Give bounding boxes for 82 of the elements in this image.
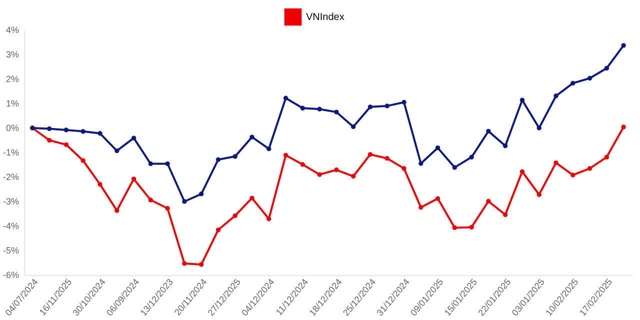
point [114, 148, 120, 154]
point [435, 196, 440, 201]
point [350, 124, 356, 130]
point [486, 128, 491, 134]
point [131, 176, 136, 182]
point [570, 172, 576, 178]
point [80, 158, 86, 163]
point [283, 96, 288, 100]
point [621, 43, 626, 48]
point [368, 104, 373, 110]
point [435, 146, 440, 150]
point [317, 106, 322, 112]
y-tick-label: 0% [6, 123, 19, 133]
point [384, 104, 390, 108]
point [469, 154, 474, 160]
point [554, 94, 558, 98]
legend-label: VNIndex [306, 12, 344, 23]
y-tick-label: -2% [2, 172, 19, 182]
point [536, 192, 542, 197]
point [402, 100, 406, 105]
point [502, 212, 508, 218]
point [452, 225, 458, 230]
point [198, 192, 204, 196]
point [520, 98, 525, 102]
point [232, 154, 238, 159]
point [283, 152, 288, 158]
point [384, 156, 390, 161]
point [250, 196, 254, 200]
point [46, 126, 52, 132]
point [198, 262, 204, 267]
point [350, 174, 356, 179]
point [64, 142, 69, 147]
point [536, 126, 542, 130]
point [216, 157, 221, 162]
point [232, 213, 238, 218]
point [469, 224, 474, 230]
y-tick-label: -5% [2, 246, 19, 256]
point [570, 80, 576, 86]
point [368, 152, 373, 157]
point [131, 136, 136, 140]
point [452, 165, 458, 170]
point [418, 161, 424, 166]
y-tick-label: 4% [6, 25, 19, 35]
point [502, 144, 508, 148]
point [587, 76, 592, 81]
y-tick-label: -1% [2, 148, 19, 158]
point [182, 261, 187, 266]
point [46, 138, 52, 143]
point [266, 146, 272, 152]
point [520, 169, 525, 174]
point [216, 228, 221, 232]
point [300, 106, 306, 110]
y-tick-label: 1% [6, 98, 19, 108]
point [604, 66, 610, 71]
point [148, 198, 154, 202]
point [402, 166, 406, 171]
point [165, 161, 170, 166]
y-tick-label: 2% [6, 74, 19, 84]
y-tick-label: -4% [2, 221, 19, 231]
point [165, 206, 170, 211]
point [554, 160, 558, 166]
point [98, 182, 102, 187]
point [418, 205, 424, 210]
point [98, 131, 102, 136]
point [621, 124, 626, 130]
point [250, 134, 254, 140]
point [114, 208, 120, 213]
y-tick-label: -6% [2, 270, 19, 280]
point [334, 168, 339, 172]
point [80, 129, 86, 134]
y-tick-label: -3% [2, 196, 19, 206]
point [334, 110, 339, 114]
point [604, 154, 610, 160]
point [486, 198, 491, 204]
point [317, 172, 322, 177]
point [587, 166, 592, 171]
point [300, 162, 306, 167]
point [148, 161, 154, 166]
y-tick-label: 3% [6, 50, 19, 60]
point [182, 199, 187, 204]
point [64, 128, 69, 132]
point [266, 216, 272, 222]
